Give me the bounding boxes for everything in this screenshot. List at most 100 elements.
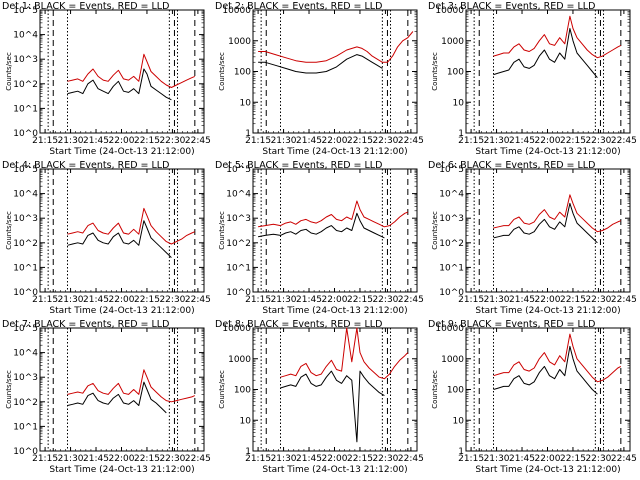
x-tick-label: 21:45 [509, 295, 535, 305]
plot-frame [465, 9, 631, 134]
x-tick-label: 22:45 [611, 454, 637, 464]
x-tick-label: 22:15 [347, 454, 373, 464]
y-tick-label: 10^5 [13, 6, 38, 16]
series-line-events [67, 68, 172, 101]
y-tick-label: 10000 [435, 6, 464, 16]
x-tick-label: 22:00 [109, 454, 135, 464]
y-tick-label: 100 [447, 386, 464, 396]
y-tick-label: 10000 [222, 324, 251, 334]
y-tick-label: 10^1 [439, 263, 464, 273]
y-tick-label: 1000 [441, 37, 464, 47]
x-tick-label: 22:00 [109, 136, 135, 146]
x-tick-label: 21:15 [458, 136, 484, 146]
y-tick-label: 10^2 [13, 80, 38, 90]
panel-title: Det 6: BLACK = Events, RED = LLD [428, 160, 595, 171]
x-tick-label: 21:30 [58, 295, 84, 305]
y-tick-label: 100 [447, 68, 464, 78]
y-tick-label: 10^0 [13, 288, 38, 298]
y-axis-label: Counts/sec [218, 211, 226, 250]
panel-title: Det 1: BLACK = Events, RED = LLD [2, 1, 169, 12]
y-tick-label: 10 [453, 98, 465, 108]
x-tick-label: 21:30 [484, 454, 510, 464]
y-tick-label: 10^4 [439, 190, 464, 200]
panel-title: Det 8: BLACK = Events, RED = LLD [215, 319, 382, 330]
plot-frame [252, 168, 418, 293]
x-tick-label: 21:30 [58, 136, 84, 146]
y-tick-label: 10^5 [226, 165, 251, 175]
plot-frame [39, 168, 205, 293]
x-tick-label: 22:30 [585, 454, 611, 464]
x-axis-label: Start Time (24-Oct-13 21:12:00) [49, 465, 194, 475]
y-tick-label: 10^2 [439, 239, 464, 249]
x-tick-label: 21:45 [296, 295, 322, 305]
plot-frame [252, 9, 418, 134]
series-line-events [280, 370, 385, 443]
series-line-events [493, 202, 598, 244]
x-tick-label: 22:45 [611, 136, 637, 146]
y-tick-label: 100 [234, 68, 251, 78]
x-tick-label: 22:30 [159, 136, 185, 146]
y-tick-label: 10^3 [226, 214, 251, 224]
series-line-events [258, 54, 383, 74]
x-tick-label: 22:00 [535, 136, 561, 146]
x-tick-label: 22:30 [159, 454, 185, 464]
y-tick-label: 10^4 [226, 190, 251, 200]
plot-frame [252, 327, 418, 452]
series-line-lld [258, 200, 408, 228]
x-tick-label: 22:15 [347, 295, 373, 305]
series-line-events [67, 220, 172, 258]
x-tick-label: 21:45 [83, 454, 109, 464]
y-tick-label: 10^4 [13, 190, 38, 200]
y-tick-label: 10^5 [13, 324, 38, 334]
y-tick-label: 10^3 [13, 55, 38, 65]
x-tick-label: 21:15 [32, 454, 58, 464]
x-axis-label: Start Time (24-Oct-13 21:12:00) [262, 306, 407, 316]
series-line-events [67, 381, 167, 414]
y-tick-label: 10000 [435, 324, 464, 334]
y-axis-label: Counts/sec [431, 211, 439, 250]
x-tick-label: 22:00 [322, 295, 348, 305]
y-tick-label: 10^4 [13, 31, 38, 41]
series-line-lld [493, 15, 622, 59]
y-axis-label: Counts/sec [431, 52, 439, 91]
x-axis-label: Start Time (24-Oct-13 21:12:00) [262, 465, 407, 475]
x-tick-label: 21:15 [458, 295, 484, 305]
y-tick-label: 10^3 [439, 214, 464, 224]
y-tick-label: 10^0 [13, 447, 38, 457]
x-tick-label: 21:30 [484, 295, 510, 305]
y-tick-label: 10^1 [13, 422, 38, 432]
y-tick-label: 1000 [228, 355, 251, 365]
x-tick-label: 22:45 [611, 295, 637, 305]
y-tick-label: 10^0 [13, 129, 38, 139]
x-tick-label: 21:30 [484, 136, 510, 146]
y-tick-label: 10 [240, 98, 252, 108]
panel-title: Det 7: BLACK = Events, RED = LLD [2, 319, 169, 330]
x-tick-label: 21:15 [458, 454, 484, 464]
x-tick-label: 22:30 [372, 136, 398, 146]
x-tick-label: 21:45 [509, 136, 535, 146]
y-tick-label: 10 [240, 416, 252, 426]
y-tick-label: 10 [453, 416, 465, 426]
y-tick-label: 10^2 [226, 239, 251, 249]
x-tick-label: 21:15 [245, 454, 271, 464]
x-tick-label: 21:15 [245, 136, 271, 146]
y-tick-label: 10^3 [13, 214, 38, 224]
x-tick-label: 22:15 [560, 454, 586, 464]
series-line-events [493, 345, 598, 395]
x-tick-label: 22:15 [560, 295, 586, 305]
x-tick-label: 22:45 [398, 295, 424, 305]
y-tick-label: 10^2 [13, 398, 38, 408]
panel-title: Det 9: BLACK = Events, RED = LLD [428, 319, 595, 330]
x-axis-label: Start Time (24-Oct-13 21:12:00) [475, 465, 620, 475]
x-tick-label: 22:15 [134, 454, 160, 464]
plot-frame [465, 168, 631, 293]
x-tick-label: 21:45 [296, 136, 322, 146]
y-tick-label: 10000 [222, 6, 251, 16]
series-line-events [493, 28, 598, 79]
y-tick-label: 1 [458, 129, 464, 139]
x-tick-label: 21:45 [509, 454, 535, 464]
